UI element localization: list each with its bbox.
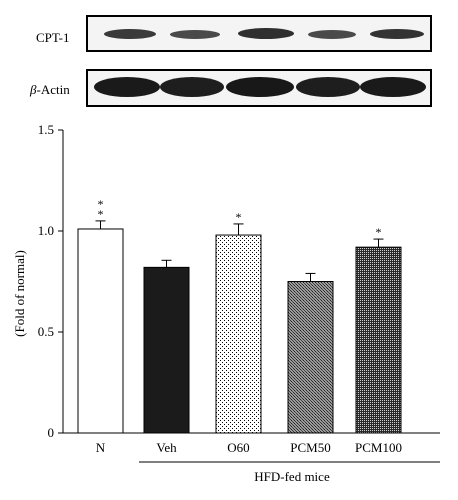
chart-bars (77, 220, 402, 434)
y-tick-label: 1.0 (38, 223, 54, 238)
bar-pcm50 (287, 281, 334, 434)
y-axis-label: (Fold of normal) (12, 250, 27, 337)
blot-cpt1 (86, 15, 432, 52)
blot-band (94, 77, 160, 97)
bar-n (77, 228, 124, 434)
significance-marker: * (236, 210, 242, 224)
blot-band (360, 77, 426, 97)
x-tick-label: PCM100 (355, 440, 402, 455)
x-tick-label: PCM50 (290, 440, 330, 455)
blot-actin (86, 69, 432, 107)
x-tick-label: O60 (227, 440, 249, 455)
blot-band (104, 29, 156, 39)
group-label: HFD-fed mice (254, 469, 330, 484)
blot-band (160, 77, 224, 97)
blot-band (308, 30, 356, 39)
x-tick-label: Veh (156, 440, 177, 455)
chart-labels: 00.51.01.5(Fold of normal)**N Veh*O60 PCM5… (12, 122, 402, 484)
blot-label-cpt1: CPT-1 (36, 30, 70, 45)
blot-band (370, 29, 424, 39)
x-tick-label: N (96, 440, 106, 455)
blot-band (170, 30, 220, 39)
blot-label-actin-text: -Actin (36, 82, 70, 97)
bar-pcm100 (355, 246, 402, 434)
blot-band (238, 28, 294, 39)
blot-band (296, 77, 360, 97)
significance-marker: * (98, 207, 104, 221)
bar-o60 (215, 234, 262, 434)
y-tick-label: 0.5 (38, 324, 54, 339)
significance-marker: * (98, 197, 104, 211)
bar-veh (143, 266, 190, 434)
blot-label-actin: β-Actin (30, 82, 70, 98)
y-tick-label: 0 (48, 425, 55, 440)
beta-symbol: β (30, 82, 37, 97)
y-tick-label: 1.5 (38, 122, 54, 137)
blot-band (226, 77, 294, 97)
significance-marker: * (376, 225, 382, 239)
